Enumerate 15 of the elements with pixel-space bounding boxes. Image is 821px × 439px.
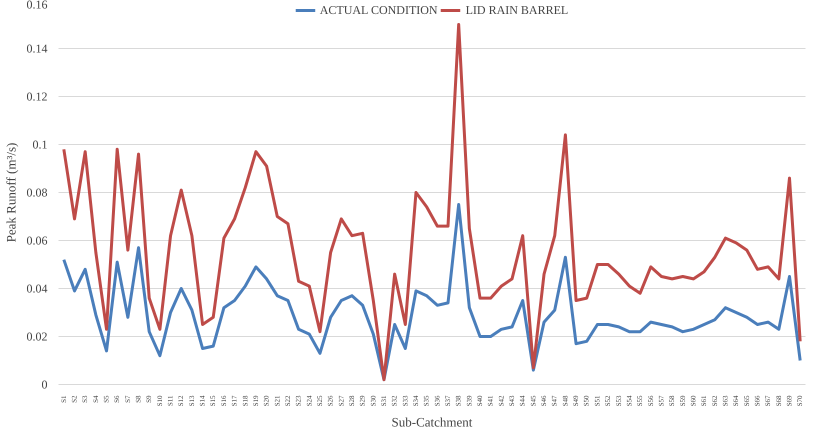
line-series [62, 23, 802, 382]
y-axis-title: Peak Runoff (m³/s) [4, 142, 18, 242]
x-axis-title: Sub-Catchment [392, 414, 473, 430]
y-tick-label: 0.14 [26, 42, 48, 56]
legend-label: ACTUAL CONDITION [320, 2, 438, 18]
y-tick-label: 0.08 [26, 186, 48, 200]
y-tick-label: 0.1 [32, 138, 48, 152]
y-tick-label: 0.02 [26, 330, 48, 344]
y-tick-label: 0.16 [26, 0, 48, 12]
line-series [62, 203, 802, 382]
legend-label: LID RAIN BARREL [466, 2, 568, 18]
y-tick-label: 0.04 [26, 282, 48, 296]
y-tick-label: 0.06 [26, 234, 48, 248]
y-tick-label: 0 [42, 378, 48, 392]
y-tick-label: 0.12 [26, 90, 48, 104]
